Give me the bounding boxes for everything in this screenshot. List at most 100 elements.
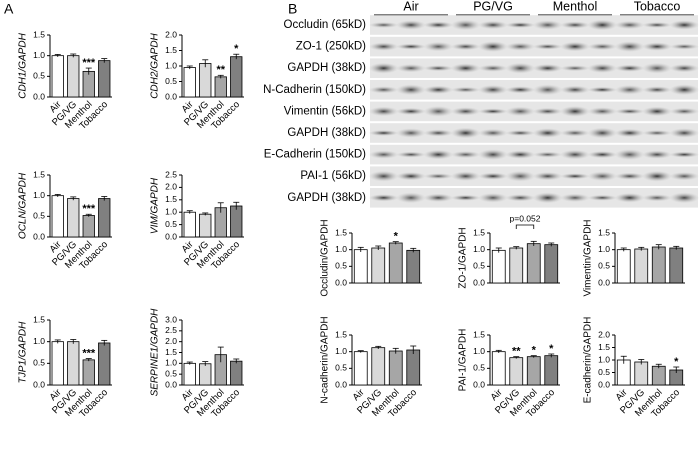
bar bbox=[669, 247, 684, 284]
y-tick-label: 1.0 bbox=[598, 244, 610, 254]
y-tick-label: 0.5 bbox=[33, 211, 45, 221]
blot-band bbox=[669, 43, 700, 50]
bar-chart: 0.0 0.5 1.0 1.5 ZO-1/GAPDH p=0.052 bbox=[458, 213, 560, 289]
blot-row-label: E-Cadherin (150kD) bbox=[264, 149, 366, 161]
y-tick-label: 1.0 bbox=[33, 336, 45, 346]
bar bbox=[82, 215, 95, 238]
y-tick-label: 1.0 bbox=[33, 50, 45, 60]
blot-band bbox=[395, 151, 427, 158]
blot-band bbox=[450, 151, 481, 159]
bar bbox=[371, 247, 386, 284]
blot-band bbox=[368, 106, 399, 117]
blot-band bbox=[532, 192, 563, 204]
blot-band bbox=[587, 19, 618, 31]
blot-band bbox=[614, 149, 645, 161]
bar bbox=[82, 70, 95, 98]
blot-band bbox=[559, 85, 591, 95]
blot-band bbox=[477, 64, 509, 72]
blot-band bbox=[587, 151, 618, 159]
blot-band bbox=[532, 151, 563, 158]
y-axis-label: SERPINE1/GAPDH bbox=[150, 308, 161, 397]
blot-band bbox=[450, 127, 481, 139]
blot-band bbox=[368, 130, 399, 136]
y-tick-label: 2.0 bbox=[165, 182, 177, 192]
y-tick-label: 1.0 bbox=[473, 244, 485, 254]
bar bbox=[199, 63, 212, 98]
blot-band bbox=[477, 149, 509, 161]
blot-band bbox=[641, 62, 673, 74]
blot-band bbox=[477, 85, 509, 95]
blot-band bbox=[477, 172, 509, 180]
y-tick-label: 0.0 bbox=[33, 231, 45, 241]
y-tick-label: 1.5 bbox=[473, 227, 485, 237]
y-tick-label: 0.5 bbox=[165, 368, 177, 378]
blot-band bbox=[505, 22, 536, 28]
bar bbox=[353, 249, 368, 284]
y-tick-label: 1.0 bbox=[165, 206, 177, 216]
blot-band bbox=[423, 21, 454, 29]
blot-band bbox=[368, 42, 399, 51]
bar bbox=[67, 198, 80, 238]
blot-band bbox=[477, 108, 509, 115]
y-tick-label: 2.5 bbox=[165, 169, 177, 179]
blot-band bbox=[641, 150, 673, 159]
bar bbox=[230, 205, 243, 238]
blot-band bbox=[532, 84, 563, 96]
bar bbox=[634, 361, 649, 386]
y-axis-label: TJP1/GAPDH bbox=[18, 321, 29, 383]
bar bbox=[98, 60, 111, 98]
blot-band bbox=[368, 22, 399, 28]
blot-band bbox=[505, 86, 536, 94]
y-tick-label: 0.5 bbox=[33, 358, 45, 368]
y-tick-label: 0.0 bbox=[33, 91, 45, 101]
y-axis-label: Vimentin/GAPDH bbox=[583, 219, 594, 296]
blot-band bbox=[395, 84, 427, 96]
y-tick-label: 0.5 bbox=[598, 367, 610, 377]
blot-band bbox=[669, 63, 700, 73]
blot-band bbox=[587, 171, 618, 181]
blot-band bbox=[559, 106, 591, 117]
significance-label: *** bbox=[82, 57, 96, 69]
blot-band bbox=[614, 172, 645, 180]
blot-group-label: Air bbox=[403, 0, 418, 13]
blot-band bbox=[423, 129, 454, 137]
bar bbox=[230, 56, 243, 98]
blot-band bbox=[614, 108, 645, 115]
bar bbox=[371, 347, 386, 386]
y-tick-label: 2.0 bbox=[598, 329, 610, 339]
blot-band bbox=[477, 20, 509, 30]
y-tick-label: 0.0 bbox=[598, 277, 610, 287]
y-tick-label: 1.0 bbox=[598, 354, 610, 364]
y-tick-label: 0.5 bbox=[335, 261, 347, 271]
blot-band bbox=[559, 193, 591, 202]
blot-band bbox=[559, 41, 591, 52]
blot-band bbox=[559, 65, 591, 72]
y-axis-label: OCLN/GAPDH bbox=[18, 172, 29, 239]
y-axis-label: PAI-1/GAPDH bbox=[458, 329, 469, 392]
blot-band bbox=[395, 192, 427, 204]
significance-bracket bbox=[515, 224, 535, 229]
bar bbox=[183, 211, 196, 238]
blot-band bbox=[395, 107, 427, 115]
blot-band bbox=[614, 193, 645, 203]
y-tick-label: 0.0 bbox=[33, 379, 45, 389]
y-tick-label: 0.0 bbox=[335, 277, 347, 287]
y-tick-label: 0.0 bbox=[473, 277, 485, 287]
y-tick-label: 0.5 bbox=[165, 219, 177, 229]
blot-band bbox=[587, 43, 618, 51]
bar bbox=[67, 55, 80, 98]
blot-band bbox=[669, 151, 700, 158]
y-tick-label: 1.5 bbox=[33, 169, 45, 179]
bar-chart: 0.00.51.01.52.0E-cadherin/GAPDH AirPG/VGM… bbox=[583, 317, 685, 420]
bar bbox=[544, 355, 559, 386]
blot-band bbox=[395, 128, 427, 138]
significance-label: * bbox=[532, 345, 537, 357]
bar bbox=[509, 357, 524, 386]
y-tick-label: 1.5 bbox=[473, 329, 485, 339]
blot-band bbox=[559, 173, 591, 180]
blot-band bbox=[450, 19, 481, 31]
y-tick-label: 1.5 bbox=[33, 314, 45, 324]
y-tick-label: 0.0 bbox=[335, 379, 347, 389]
